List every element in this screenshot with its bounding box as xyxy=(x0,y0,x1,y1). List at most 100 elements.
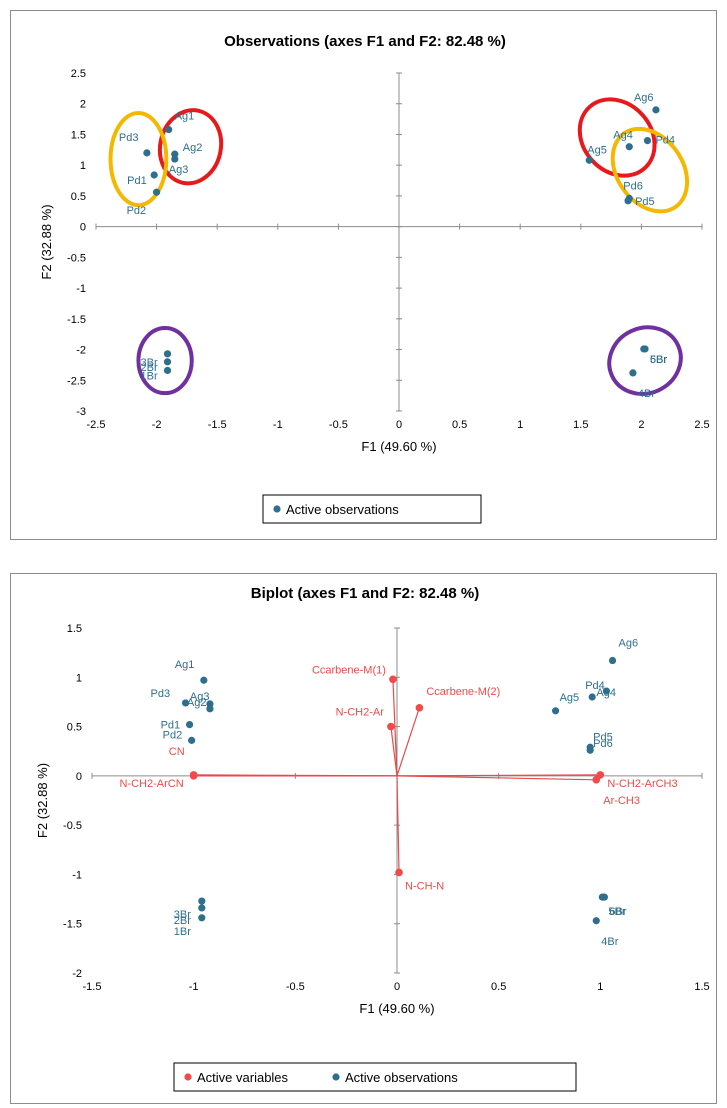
variable-label: Ar-CH3 xyxy=(603,795,640,807)
variable-point xyxy=(189,772,198,780)
y-tick-label: -1 xyxy=(72,869,82,881)
observation-point xyxy=(592,917,600,925)
observation-point xyxy=(153,188,161,196)
variable-label: N-CH2-Ar xyxy=(336,707,385,719)
y-tick-label: -1 xyxy=(76,283,86,295)
observation-point xyxy=(588,693,596,701)
observation-point xyxy=(641,345,649,353)
observation-label: Ag5 xyxy=(560,692,580,704)
x-tick-label: 1 xyxy=(597,981,603,993)
observation-label: Pd3 xyxy=(119,132,139,144)
observation-point xyxy=(643,137,652,145)
observation-label: 2Br xyxy=(174,915,191,927)
y-tick-label: 1 xyxy=(80,160,86,172)
observation-point xyxy=(206,705,214,713)
y-axis-label: F2 (32.88 %) xyxy=(39,204,54,279)
legend-box xyxy=(262,494,482,524)
legend-box xyxy=(173,1062,577,1092)
x-axis-label: F1 (49.60 %) xyxy=(361,439,436,454)
legend-marker xyxy=(273,505,281,513)
variable-point xyxy=(395,868,403,877)
observation-label: Ag2 xyxy=(187,697,207,709)
variable-point xyxy=(387,722,395,731)
legend-entry: Active variables xyxy=(197,1070,289,1085)
observation-label: 4Br xyxy=(638,388,655,400)
y-tick-label: 0.5 xyxy=(67,722,82,734)
variable-label: Ccarbene-M(2) xyxy=(426,686,500,698)
y-tick-label: 2.5 xyxy=(71,68,86,80)
x-tick-label: -1.5 xyxy=(83,981,102,993)
x-tick-label: 0.5 xyxy=(452,419,467,431)
x-tick-label: 2 xyxy=(638,419,644,431)
chart-title: Biplot (axes F1 and F2: 82.48 %) xyxy=(251,585,479,602)
observation-label: Ag3 xyxy=(190,691,210,703)
y-tick-label: -3 xyxy=(76,406,86,418)
observation-point xyxy=(629,369,637,377)
legend-marker xyxy=(184,1073,192,1081)
variable-vector xyxy=(396,707,420,777)
variable-vector xyxy=(396,775,400,873)
x-tick-label: -1 xyxy=(189,981,199,993)
y-tick-label: 0 xyxy=(80,222,86,234)
variable-vector xyxy=(392,679,398,776)
observation-label: Pd6 xyxy=(593,738,613,750)
observation-label: 5Br xyxy=(608,906,625,918)
x-tick-label: 2.5 xyxy=(694,419,709,431)
observation-point xyxy=(585,156,593,164)
observation-point xyxy=(625,143,633,151)
observation-point xyxy=(163,366,172,375)
observation-label: Pd2 xyxy=(163,729,183,741)
observation-label: Ag5 xyxy=(587,144,607,156)
observation-label: 5Br xyxy=(650,354,667,366)
observation-point xyxy=(165,125,173,134)
observation-point xyxy=(608,656,617,665)
observation-label: Ag6 xyxy=(634,92,654,104)
variable-vector xyxy=(396,774,601,777)
observation-point xyxy=(143,149,151,157)
x-tick-label: 0 xyxy=(396,419,402,431)
cluster-ellipse-purple xyxy=(607,325,683,396)
observation-label: 6Br xyxy=(650,354,667,366)
variable-label: N-CH-N xyxy=(405,880,444,892)
observation-point xyxy=(652,106,660,114)
x-tick-label: -0.5 xyxy=(286,981,305,993)
x-axis-label: F1 (49.60 %) xyxy=(359,1001,434,1016)
y-axis-label: F2 (32.88 %) xyxy=(35,763,50,838)
observation-label: 1Br xyxy=(174,926,191,938)
y-tick-label: 0 xyxy=(76,771,82,783)
observation-point xyxy=(206,700,214,708)
observation-label: 6Br xyxy=(609,906,626,918)
chart-title: Observations (axes F1 and F2: 82.48 %) xyxy=(224,33,506,50)
variable-label: N-CH2-ArCH3 xyxy=(607,778,677,790)
observation-point xyxy=(600,893,609,901)
observation-label: Ag3 xyxy=(169,164,189,176)
observation-point xyxy=(200,676,208,684)
observation-label: Ag2 xyxy=(183,142,203,154)
observation-label: Pd4 xyxy=(585,680,605,692)
observation-label: Pd4 xyxy=(655,135,675,147)
x-tick-label: 1.5 xyxy=(573,419,588,431)
observation-point xyxy=(163,350,172,358)
y-tick-label: -2.5 xyxy=(67,375,86,387)
x-tick-label: 0 xyxy=(394,981,400,993)
observation-label: 2Br xyxy=(141,362,158,374)
y-tick-label: 0.5 xyxy=(71,191,86,203)
variable-label: N-CH2-ArCN xyxy=(119,778,183,790)
observations-chart-panel: Observations (axes F1 and F2: 82.48 %) -2… xyxy=(10,10,717,540)
observation-label: Pd1 xyxy=(161,720,181,732)
cluster-ellipse-red xyxy=(157,108,224,186)
observation-label: 4Br xyxy=(601,936,618,948)
variable-vector xyxy=(396,775,597,781)
cluster-ellipse-purple xyxy=(136,326,194,396)
x-tick-label: -1.5 xyxy=(208,419,227,431)
x-tick-label: 1 xyxy=(517,419,523,431)
legend-entry: Active observations xyxy=(286,502,399,517)
observation-point xyxy=(602,687,611,695)
observation-label: Ag4 xyxy=(613,130,633,142)
y-tick-label: 2 xyxy=(80,99,86,111)
observation-label: Pd5 xyxy=(635,196,655,208)
observations-chart: Observations (axes F1 and F2: 82.48 %) -2… xyxy=(39,33,710,524)
observation-label: Ag6 xyxy=(619,638,639,650)
variable-vector xyxy=(390,726,398,776)
observation-label: 3Br xyxy=(174,909,191,921)
